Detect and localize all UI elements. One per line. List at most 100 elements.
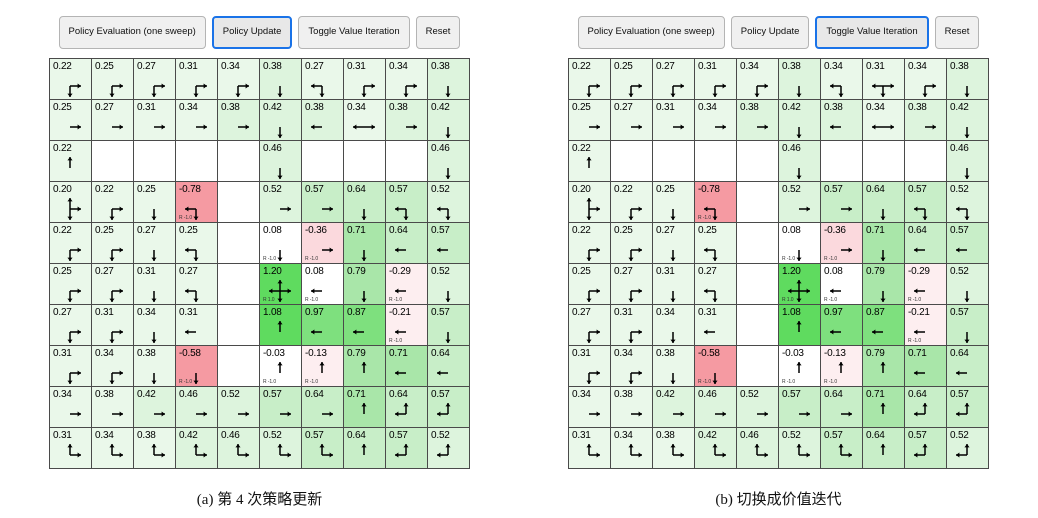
grid-cell[interactable]: 0.38 xyxy=(904,99,947,141)
grid-cell[interactable]: 0.34 xyxy=(91,345,134,387)
grid-cell[interactable]: 0.22 xyxy=(610,181,653,223)
grid-cell[interactable]: 0.31 xyxy=(862,58,905,100)
grid-cell[interactable]: -0.21 R -1.0 xyxy=(385,304,428,346)
grid-cell[interactable]: 0.27 xyxy=(175,263,218,305)
grid-cell[interactable]: 0.25 xyxy=(175,222,218,264)
grid-cell[interactable]: 0.34 xyxy=(904,58,947,100)
grid-cell[interactable]: 0.42 xyxy=(427,99,470,141)
grid-cell[interactable]: 0.71 xyxy=(385,345,428,387)
grid-cell[interactable]: -0.03 R -1.0 xyxy=(778,345,821,387)
grid-cell[interactable]: 0.27 xyxy=(610,263,653,305)
grid-cell[interactable]: 0.31 xyxy=(610,304,653,346)
grid-cell[interactable]: 0.46 xyxy=(259,140,302,182)
grid-cell[interactable]: 0.25 xyxy=(652,181,695,223)
grid-cell[interactable]: 0.46 xyxy=(694,386,737,428)
grid-cell[interactable]: 0.27 xyxy=(91,99,134,141)
grid-cell[interactable]: 0.25 xyxy=(91,222,134,264)
grid-cell[interactable]: 0.34 xyxy=(736,58,779,100)
grid-cell[interactable]: 0.52 xyxy=(217,386,260,428)
grid-cell[interactable]: 0.31 xyxy=(694,58,737,100)
grid-cell[interactable]: 0.08 R -1.0 xyxy=(778,222,821,264)
grid-cell[interactable]: 0.57 xyxy=(385,181,428,223)
grid-cell[interactable]: 0.34 xyxy=(694,99,737,141)
grid-cell[interactable]: 0.34 xyxy=(610,345,653,387)
grid-cell[interactable]: 0.57 xyxy=(301,181,344,223)
grid-cell[interactable]: 0.57 xyxy=(946,222,989,264)
grid-cell[interactable]: 0.97 xyxy=(820,304,863,346)
grid-cell[interactable]: 1.08 xyxy=(259,304,302,346)
grid-cell[interactable]: 0.38 xyxy=(652,427,695,469)
grid-cell[interactable]: 0.20 xyxy=(49,181,92,223)
grid-cell[interactable]: 0.64 xyxy=(946,345,989,387)
grid-cell[interactable]: 0.31 xyxy=(652,99,695,141)
grid-cell[interactable]: 0.57 xyxy=(301,427,344,469)
grid-cell[interactable]: 0.31 xyxy=(133,263,176,305)
grid-cell[interactable]: 0.64 xyxy=(862,427,905,469)
grid-cell[interactable]: 0.52 xyxy=(427,263,470,305)
grid-cell[interactable]: 0.57 xyxy=(427,386,470,428)
grid-cell[interactable]: 0.34 xyxy=(217,58,260,100)
grid-cell[interactable]: 0.27 xyxy=(610,99,653,141)
grid-cell[interactable]: 0.34 xyxy=(91,427,134,469)
grid-cell[interactable]: 0.34 xyxy=(343,99,386,141)
grid-cell[interactable]: 0.57 xyxy=(427,304,470,346)
grid-cell[interactable]: 0.57 xyxy=(427,222,470,264)
grid-cell[interactable]: 0.38 xyxy=(301,99,344,141)
grid-cell[interactable]: 0.57 xyxy=(385,427,428,469)
grid-cell[interactable]: 0.97 xyxy=(301,304,344,346)
grid-cell[interactable]: 0.22 xyxy=(49,222,92,264)
grid-cell[interactable]: 0.79 xyxy=(343,263,386,305)
policy-update-button[interactable]: Policy Update xyxy=(211,15,293,49)
grid-cell[interactable]: -0.58 R -1.0 xyxy=(175,345,218,387)
grid-cell[interactable]: 0.64 xyxy=(343,427,386,469)
grid-cell[interactable]: 0.38 xyxy=(820,99,863,141)
grid-cell[interactable]: 0.52 xyxy=(259,427,302,469)
grid-cell[interactable]: 0.34 xyxy=(568,386,611,428)
grid-cell[interactable]: 0.46 xyxy=(946,140,989,182)
grid-cell[interactable]: 0.57 xyxy=(259,386,302,428)
grid-cell[interactable]: 0.38 xyxy=(427,58,470,100)
reset-button[interactable]: Reset xyxy=(934,15,980,49)
grid-cell[interactable]: 0.38 xyxy=(385,99,428,141)
grid-cell[interactable]: 0.34 xyxy=(820,58,863,100)
grid-cell[interactable]: 0.22 xyxy=(568,58,611,100)
grid-cell[interactable]: 0.38 xyxy=(217,99,260,141)
grid-cell[interactable]: 0.34 xyxy=(610,427,653,469)
grid-cell[interactable]: -0.78 R -1.0 xyxy=(694,181,737,223)
grid-cell[interactable]: 0.46 xyxy=(175,386,218,428)
grid-cell[interactable]: 0.52 xyxy=(946,263,989,305)
grid-cell[interactable]: 0.31 xyxy=(343,58,386,100)
grid-cell[interactable]: 0.25 xyxy=(133,181,176,223)
grid-cell[interactable]: 0.57 xyxy=(946,386,989,428)
grid-cell[interactable]: 0.42 xyxy=(778,99,821,141)
grid-cell[interactable]: -0.36 R -1.0 xyxy=(301,222,344,264)
grid-cell[interactable]: 0.42 xyxy=(259,99,302,141)
grid-cell[interactable]: 0.52 xyxy=(946,181,989,223)
grid-cell[interactable]: 0.25 xyxy=(49,263,92,305)
grid-cell[interactable]: 0.31 xyxy=(568,345,611,387)
grid-cell[interactable]: 0.38 xyxy=(133,345,176,387)
grid-cell[interactable]: 0.87 xyxy=(343,304,386,346)
grid-cell[interactable]: 0.52 xyxy=(736,386,779,428)
grid-cell[interactable]: 0.25 xyxy=(49,99,92,141)
grid-cell[interactable]: 0.64 xyxy=(343,181,386,223)
grid-cell[interactable]: 0.52 xyxy=(946,427,989,469)
grid-cell[interactable]: 0.38 xyxy=(946,58,989,100)
grid-cell[interactable]: 0.71 xyxy=(343,222,386,264)
grid-cell[interactable]: 0.38 xyxy=(736,99,779,141)
grid-cell[interactable]: 0.38 xyxy=(652,345,695,387)
grid-cell[interactable]: 0.38 xyxy=(91,386,134,428)
grid-cell[interactable]: 0.57 xyxy=(904,427,947,469)
grid-cell[interactable]: 0.64 xyxy=(385,222,428,264)
grid-cell[interactable]: 0.25 xyxy=(610,58,653,100)
grid-cell[interactable]: 0.22 xyxy=(91,181,134,223)
grid-cell[interactable]: 0.31 xyxy=(133,99,176,141)
grid-cell[interactable]: 0.57 xyxy=(820,427,863,469)
grid-cell[interactable]: 0.71 xyxy=(862,386,905,428)
grid-cell[interactable]: -0.21 R -1.0 xyxy=(904,304,947,346)
grid-cell[interactable]: 0.79 xyxy=(862,263,905,305)
grid-cell[interactable]: 0.31 xyxy=(49,345,92,387)
grid-cell[interactable]: 0.34 xyxy=(862,99,905,141)
policy-evaluation-button[interactable]: Policy Evaluation (one sweep) xyxy=(577,15,725,49)
grid-cell[interactable]: 0.31 xyxy=(568,427,611,469)
